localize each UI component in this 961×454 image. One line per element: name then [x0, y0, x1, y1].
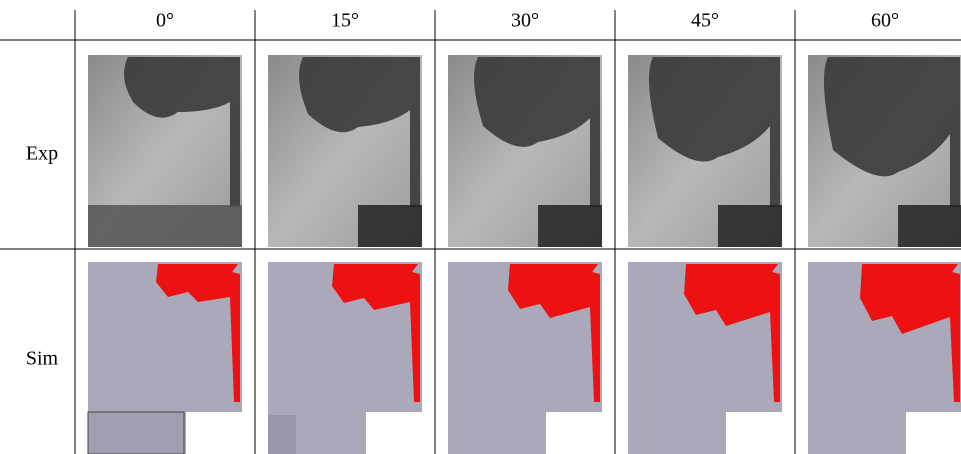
tool-shadow	[88, 205, 242, 247]
sim-image	[448, 262, 602, 454]
exp-photo	[448, 55, 602, 247]
column-header: 0°	[156, 10, 174, 32]
exp-photo	[88, 55, 242, 247]
exp-photo	[268, 55, 422, 247]
column-header: 45°	[691, 10, 719, 32]
sim-image	[88, 262, 242, 454]
tool-shadow	[358, 205, 422, 247]
sim-image	[808, 262, 961, 454]
tool-shadow	[538, 205, 602, 247]
exp-photo	[808, 55, 961, 247]
row-label: Sim	[26, 348, 59, 370]
row-label: Exp	[26, 143, 58, 165]
tool-shadow	[898, 205, 961, 247]
sim-image	[628, 262, 782, 454]
tool-shadow	[718, 205, 782, 247]
sim-cutout	[726, 412, 782, 454]
sim-cutout	[366, 412, 422, 454]
column-header: 30°	[511, 10, 539, 32]
exp-photo	[628, 55, 782, 247]
column-header: 15°	[331, 10, 359, 32]
sim-cutout	[186, 412, 242, 454]
sim-cutout	[906, 412, 961, 454]
figure-table: Exp Sim 0° 15° 30° 45° 60°	[0, 0, 961, 454]
sim-tool	[268, 415, 296, 454]
sim-image	[268, 262, 422, 454]
column-header: 60°	[871, 10, 899, 32]
sim-tool	[88, 412, 184, 454]
sim-cutout	[546, 412, 602, 454]
